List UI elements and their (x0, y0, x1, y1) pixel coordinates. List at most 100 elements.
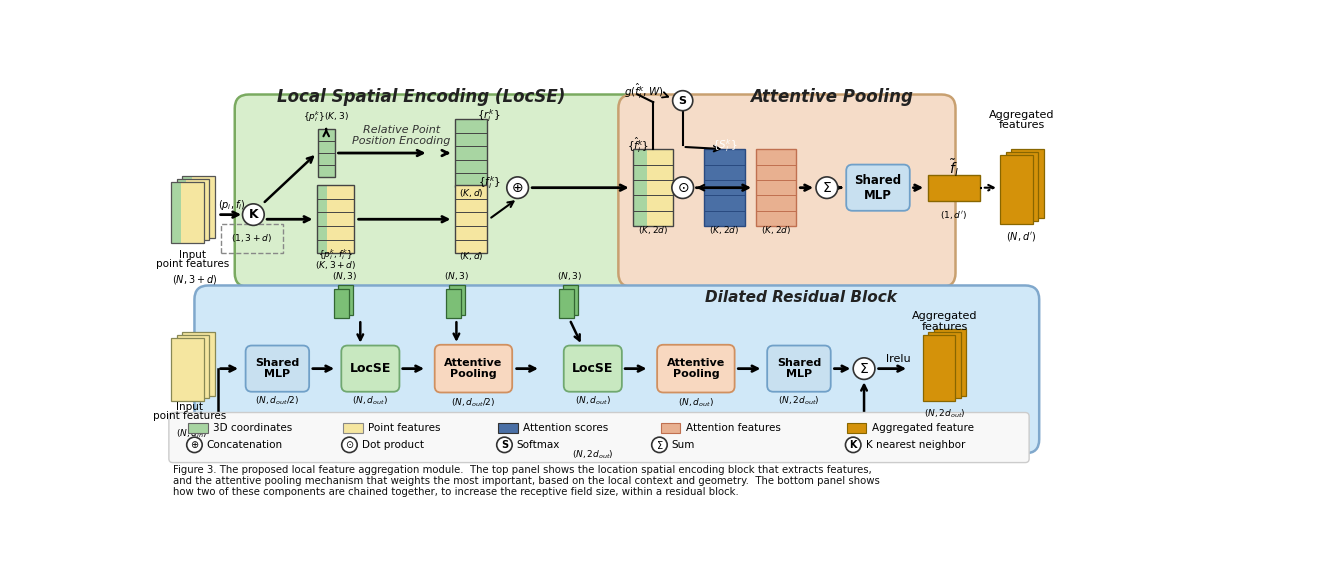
Bar (1011, 149, 1044, 218)
Text: how two of these components are chained together, to increase the receptive fiel: how two of these components are chained … (173, 487, 738, 497)
Text: $\{\hat{f}_i^k\}$: $\{\hat{f}_i^k\}$ (627, 136, 649, 155)
Text: S: S (678, 96, 686, 106)
Text: features: features (998, 120, 1044, 130)
Text: Attentive
Pooling: Attentive Pooling (445, 358, 503, 379)
Bar (755, 149, 796, 226)
Text: $(N, 2d_{out})$: $(N, 2d_{out})$ (779, 395, 820, 407)
Bar (634, 149, 673, 226)
Text: Input: Input (178, 249, 206, 260)
Text: point features: point features (153, 412, 227, 421)
Circle shape (186, 437, 202, 453)
Text: $(K, d)$: $(K, d)$ (459, 250, 483, 262)
Bar (705, 149, 744, 226)
Text: $\{p_i^k, f_i^k\}$: $\{p_i^k, f_i^k\}$ (318, 247, 352, 262)
Bar (661, 422, 680, 434)
Bar (446, 289, 461, 318)
Bar (558, 289, 574, 318)
FancyBboxPatch shape (235, 95, 638, 287)
Text: $(N, d_{out})$: $(N, d_{out})$ (352, 395, 388, 407)
Text: lrelu: lrelu (886, 354, 911, 364)
Bar (933, 329, 966, 396)
Bar (191, 176, 215, 238)
Text: $g(\hat{f}_i^k, W)$: $g(\hat{f}_i^k, W)$ (624, 82, 664, 101)
Text: $(K, 3+d)$: $(K, 3+d)$ (315, 260, 356, 271)
Text: $(N, d^\prime)$: $(N, d^\prime)$ (1006, 230, 1036, 243)
Bar (338, 285, 354, 315)
Bar (343, 422, 363, 434)
Text: Aggregated feature: Aggregated feature (871, 423, 974, 433)
Text: Aggregated: Aggregated (989, 110, 1055, 119)
Bar (172, 181, 181, 243)
Circle shape (673, 91, 693, 111)
Text: $(N,3)$: $(N,3)$ (333, 270, 358, 282)
FancyBboxPatch shape (561, 418, 624, 458)
Text: $(N, 2d_{out})$: $(N, 2d_{out})$ (572, 449, 614, 461)
Text: Position Encoding: Position Encoding (352, 136, 450, 146)
Text: $(1, d^\prime)$: $(1, d^\prime)$ (940, 209, 968, 221)
Text: Figure 3. The proposed local feature aggregation module.  The top panel shows th: Figure 3. The proposed local feature agg… (173, 465, 871, 475)
Bar (172, 338, 203, 401)
Circle shape (853, 358, 875, 379)
Circle shape (507, 177, 528, 199)
Bar (928, 175, 981, 201)
Text: Softmax: Softmax (517, 440, 560, 450)
Text: $(N, d_{out}/2)$: $(N, d_{out}/2)$ (255, 395, 300, 407)
Text: $(1, 3+d)$: $(1, 3+d)$ (231, 233, 272, 244)
Text: $(N, d_{out})$: $(N, d_{out})$ (576, 395, 611, 407)
Text: Shared
MLP: Shared MLP (777, 358, 821, 379)
Text: Concatenation: Concatenation (207, 440, 282, 450)
Text: Shared
MLP: Shared MLP (854, 173, 902, 202)
Text: $(N, d_{in})$: $(N, d_{in})$ (177, 427, 207, 440)
Text: LocSE: LocSE (572, 362, 614, 375)
Text: $\Sigma$: $\Sigma$ (859, 361, 869, 376)
Text: features: features (921, 322, 968, 332)
Circle shape (496, 437, 512, 453)
Circle shape (652, 437, 667, 453)
Bar (220, 224, 282, 253)
Text: and the attentive pooling mechanism that weights the most important, based on th: and the attentive pooling mechanism that… (173, 476, 879, 486)
Text: $\Sigma$: $\Sigma$ (822, 181, 832, 195)
Text: Attentive Pooling: Attentive Pooling (750, 88, 913, 106)
Text: K: K (248, 208, 259, 221)
Text: $(N, 3+d)$: $(N, 3+d)$ (172, 273, 216, 286)
Text: $\oplus$: $\oplus$ (511, 181, 524, 195)
Text: Shared
MLP: Shared MLP (572, 427, 614, 449)
Text: point features: point features (156, 259, 228, 269)
FancyBboxPatch shape (194, 285, 1039, 453)
Bar (334, 289, 350, 318)
Text: Local Spatial Encoding (LocSE): Local Spatial Encoding (LocSE) (277, 88, 565, 106)
Text: $(N,3)$: $(N,3)$ (444, 270, 469, 282)
Bar (562, 285, 578, 315)
Bar (318, 129, 335, 177)
Bar (182, 176, 215, 238)
FancyBboxPatch shape (564, 346, 622, 392)
Text: $(K, d)$: $(K, d)$ (459, 187, 483, 199)
Bar (1006, 152, 1039, 221)
FancyBboxPatch shape (846, 164, 909, 211)
Bar (449, 285, 465, 315)
FancyBboxPatch shape (169, 413, 1030, 463)
Bar (455, 185, 487, 253)
Text: Attentive
Pooling: Attentive Pooling (667, 358, 725, 379)
Text: Dilated Residual Block: Dilated Residual Block (705, 289, 896, 305)
Circle shape (243, 204, 264, 225)
Bar (327, 185, 354, 253)
Text: $\{S_i^k\}$: $\{S_i^k\}$ (711, 137, 738, 154)
Text: $(N, 2d_{out})$: $(N, 2d_{out})$ (924, 407, 965, 419)
Text: Aggregated: Aggregated (912, 311, 977, 321)
Bar (455, 119, 487, 187)
Bar (923, 335, 956, 401)
Text: $\{f_i^k\}$: $\{f_i^k\}$ (478, 174, 500, 191)
FancyBboxPatch shape (434, 345, 512, 392)
Text: $\oplus$: $\oplus$ (190, 439, 199, 450)
Text: Sum: Sum (672, 440, 696, 450)
Circle shape (342, 437, 358, 453)
Bar (1001, 155, 1034, 224)
Text: 3D coordinates: 3D coordinates (213, 423, 292, 433)
Bar (498, 422, 517, 434)
Text: $(p_i, f_i)$: $(p_i, f_i)$ (218, 198, 246, 212)
Circle shape (816, 177, 838, 199)
FancyBboxPatch shape (246, 346, 309, 392)
Bar (647, 149, 673, 226)
Text: $(N,3)$: $(N,3)$ (557, 270, 582, 282)
